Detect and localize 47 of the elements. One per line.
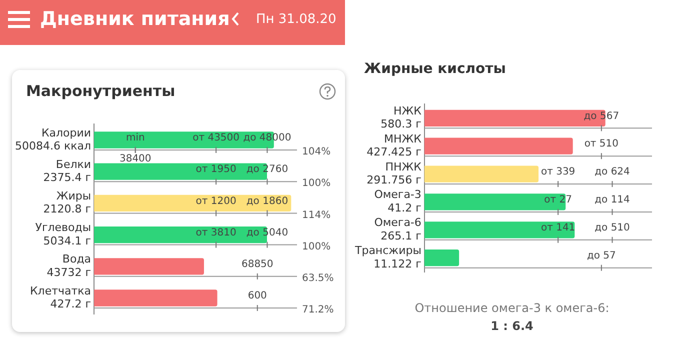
annotation: 68850 [241,258,274,270]
data-label: 100% [302,178,331,190]
annotation: до 624 [594,166,630,178]
text: Пн 31.08.20 [256,12,336,27]
y-tick-label: Белки 2375.4 г [43,158,92,184]
bar [424,166,539,182]
bar [94,290,218,306]
y-tick-label: Жиры 2120.8 г [43,189,92,216]
bar [94,194,292,212]
data-label: 104% [302,146,331,158]
annotation: до 114 [594,194,630,206]
y-tick-label: Трансжиры 11.122 г [354,244,422,270]
y-tick-label: ПНЖК 291.756 г [366,160,422,186]
annotation: от 3810 [196,227,236,238]
data-label: 114% [302,210,331,221]
data-label: 100% [302,241,331,252]
bar [424,222,575,238]
annotation: от 1950 [196,164,236,176]
y-tick-label: Вода 43732 г [46,252,92,279]
y-tick-label: Калории 50084.6 ккал [14,126,92,152]
annotation: от 141 [540,222,576,234]
y-tick-label: Омега-6 265.1 г [374,216,422,242]
data-label: 63.5% [302,272,334,284]
annotation: 38400 [119,154,152,165]
bar [424,138,573,154]
annotation: до 57 [586,250,616,262]
y-tick-label: Омега-3 41.2 г [374,188,422,214]
annotation: от 43500 [192,132,240,144]
chart-title: Макронутриенты [26,82,176,100]
annotation: до 1860 [246,196,288,207]
annotation: от 1200 [196,196,236,207]
bar [94,258,204,275]
bar [424,250,460,266]
text: Дневник питания [40,8,230,30]
y-tick-label: НЖК 580.3 г [380,104,422,131]
y-tick-label: Клетчатка 427.2 г [30,284,92,310]
annotation: 600 [248,290,267,302]
data-label: 71.2% [302,304,334,316]
y-tick-label: МНЖК 427.425 г [366,132,422,159]
text: Отношение омега-3 к омега-6: [414,301,610,315]
annotation: от 510 [584,138,619,150]
y-tick-label: Углеводы 5034.1 г [35,221,92,248]
annotation: от 339 [540,166,576,178]
text: 1 : 6.4 [490,319,534,333]
annotation: min [126,132,145,144]
annotation: до 510 [594,222,630,234]
chart-title: Жирные кислоты [364,61,506,77]
